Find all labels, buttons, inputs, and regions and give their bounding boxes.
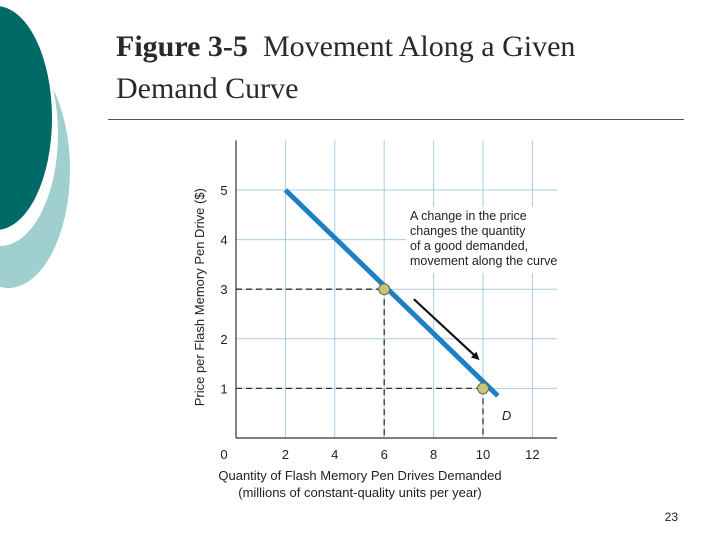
annotation-line-4: movement along the curve [410,254,557,268]
annotation-box: A change in the price changes the quanti… [406,207,578,273]
annotation-background [406,207,578,273]
y-tick-label-2: 2 [220,332,227,347]
figure-number: Figure 3-5 [116,30,248,63]
x-tick-label-6: 6 [381,447,388,462]
highlighted-point-1 [378,283,391,296]
x-tick-label-2: 2 [282,447,289,462]
demand-curve-line [283,188,500,398]
grid [236,140,558,438]
direction-arrow [413,298,480,360]
annotation-line-1: A change in the price [410,209,527,223]
y-tick-label-4: 4 [220,233,227,248]
x-tick-label-10: 10 [476,447,490,462]
x-tick-label-4: 4 [331,447,338,462]
y-tick-label-3: 3 [220,282,227,297]
highlighted-points [378,283,489,395]
page-number: 23 [664,510,678,524]
dashed-guides [236,288,484,438]
figure-caption: Movement Along a Given Demand Curve [116,30,576,105]
x-tick-label-0: 0 [220,447,227,462]
x-axis-title: Quantity of Flash Memory Pen Drives Dema… [218,468,501,483]
y-tick-label-1: 1 [220,381,227,396]
y-axis-title: Price per Flash Memory Pen Drive ($) [192,188,207,406]
y-tick-label-5: 5 [220,183,227,198]
x-axis-subtitle: (millions of constant-quality units per … [238,485,482,500]
annotation-line-2: changes the quantity [410,224,526,238]
x-tick-label-8: 8 [430,447,437,462]
slide-title: Figure 3-5 Movement Along a Given Demand… [116,26,676,110]
demand-curve-label: D [502,408,511,423]
title-underline [108,119,684,120]
dark-teal-ellipse [0,6,52,230]
x-tick-label-12: 12 [525,447,539,462]
highlighted-point-2 [477,382,489,395]
decorative-teal-shapes [0,0,110,300]
annotation-line-3: of a good demanded, [410,239,528,253]
